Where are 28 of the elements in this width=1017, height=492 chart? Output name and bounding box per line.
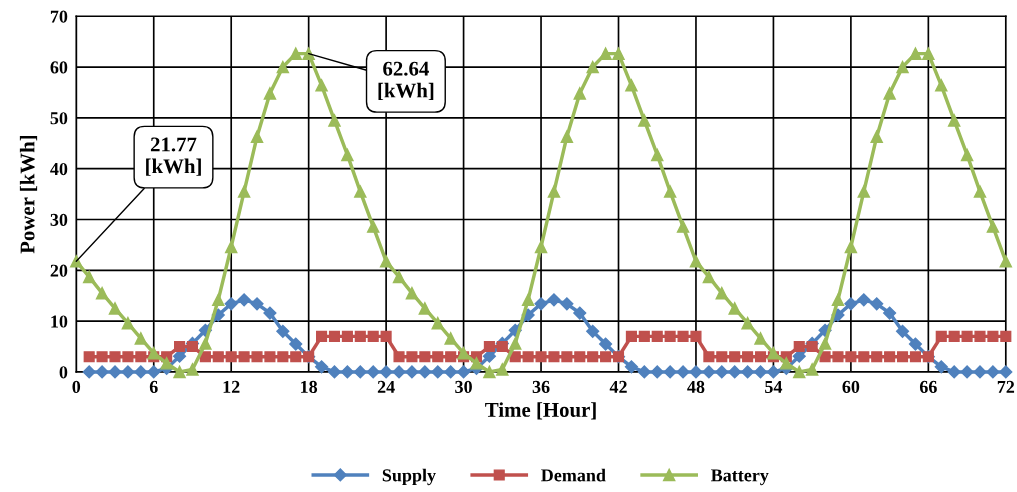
- x-tick-label: 12: [223, 380, 240, 393]
- x-tick-label: 72: [997, 380, 1015, 393]
- y-tick-label: 0: [59, 366, 68, 379]
- y-tick-label: 40: [50, 162, 68, 176]
- x-tick-label: 66: [919, 380, 937, 393]
- x-tick-label: 48: [687, 380, 705, 393]
- x-tick-label: 18: [301, 380, 318, 393]
- x-tick-label: 24: [377, 380, 395, 393]
- y-tick-label: 10: [51, 315, 68, 328]
- x-axis-title: Time [Hour]: [485, 402, 596, 420]
- y-tick-label: 20: [50, 264, 68, 277]
- y-tick-label: 60: [50, 61, 68, 74]
- x-tick-label: 6: [149, 380, 158, 393]
- y-tick-label: 30: [50, 213, 68, 226]
- x-tick-label: 60: [842, 380, 860, 393]
- x-tick-label: 36: [532, 380, 550, 393]
- y-axis-title: Power [kWh]: [19, 135, 38, 254]
- annotation: 21.77 [kWh]: [146, 137, 201, 176]
- y-tick-label: 70: [50, 10, 68, 23]
- x-tick-label: 42: [609, 380, 627, 393]
- x-tick-label: 30: [455, 380, 472, 393]
- annotation: 62.64 [kWh]: [378, 61, 434, 101]
- y-tick-label: 50: [50, 112, 68, 125]
- x-tick-label: 54: [765, 380, 783, 393]
- legend-label: Battery: [711, 469, 769, 486]
- legend-label: Demand: [541, 468, 606, 482]
- legend-label: Supply: [382, 468, 436, 486]
- x-tick-label: 0: [72, 380, 81, 393]
